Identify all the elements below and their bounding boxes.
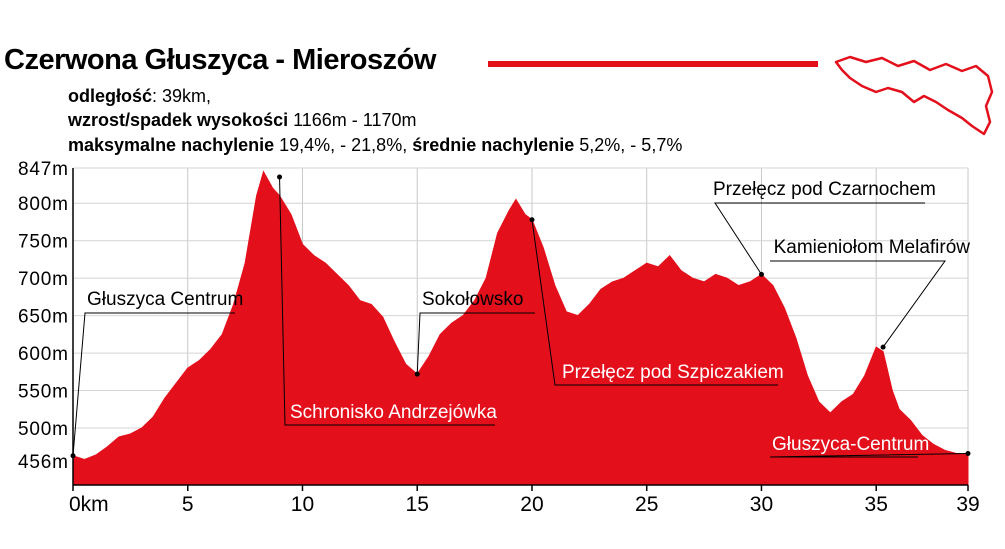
y-tick-label: 650m <box>18 307 68 328</box>
x-tick-label: 35 <box>865 493 888 516</box>
x-tick-label: 39 <box>956 493 979 516</box>
chart-title: Czerwona Głuszyca - Mieroszów <box>4 44 436 76</box>
distance-label: odległość <box>68 86 153 106</box>
annotation-point <box>880 344 886 350</box>
annotation-point <box>277 174 283 180</box>
annotation-label: Schronisko Andrzejówka <box>290 402 497 423</box>
annotation-leader <box>416 312 535 375</box>
annotation-label: Przełęcz pod Szpiczakiem <box>562 362 784 383</box>
y-tick-label: 847m <box>18 159 68 180</box>
x-tick-label: 0km <box>69 493 109 516</box>
annotation-label: Sokołowsko <box>422 289 523 310</box>
elevation-line: wzrost/spadek wysokości 1166m - 1170m <box>68 110 417 131</box>
distance-value: : 39km, <box>152 86 212 106</box>
annotation-point <box>414 371 420 377</box>
x-tick-label: 25 <box>635 493 658 516</box>
y-tick-label: 456m <box>18 452 68 473</box>
annotation-label: Głuszyca Centrum <box>87 289 243 310</box>
annotation-leader <box>531 219 778 386</box>
annotation-leader <box>72 312 235 456</box>
elevation-area <box>72 170 969 486</box>
x-tick-label: 15 <box>406 493 429 516</box>
y-tick-label: 800m <box>18 194 68 215</box>
x-tick-label: 10 <box>291 493 314 516</box>
elevation-value: 1166m - 1170m <box>288 110 417 130</box>
y-tick-label: 750m <box>18 232 68 253</box>
route-map-icon <box>834 55 994 136</box>
slope-avg-value: 5,2%, - 5,7% <box>574 135 683 155</box>
annotation-label: Głuszyca-Centrum <box>772 434 929 455</box>
x-tick-label: 5 <box>182 493 194 516</box>
slope-max-label: maksymalne nachylenie <box>68 135 275 155</box>
y-tick-label: 500m <box>18 419 68 440</box>
y-tick-label: 550m <box>18 382 68 403</box>
y-tick-label: 700m <box>18 269 68 290</box>
annotation-point <box>965 451 971 457</box>
elevation-label: wzrost/spadek wysokości <box>68 110 289 130</box>
annotation-leader <box>769 453 969 458</box>
title-accent-bar <box>488 61 818 67</box>
slope-avg-label: średnie nachylenie <box>412 135 575 155</box>
annotation-leader <box>279 176 495 426</box>
annotation-label: Przełęcz pod Czarnochem <box>713 179 936 200</box>
slope-max-value: 19,4%, - 21,8%, <box>274 135 413 155</box>
annotation-point <box>529 217 535 223</box>
distance-line: odległość: 39km, <box>68 86 211 107</box>
y-tick-label: 600m <box>18 344 68 365</box>
annotation-point <box>70 453 76 459</box>
annotation-point <box>758 271 764 277</box>
x-tick-label: 20 <box>520 493 543 516</box>
annotation-label: Kamieniołom Melafirów <box>774 237 971 258</box>
annotation-leader <box>770 260 946 348</box>
x-tick-label: 30 <box>750 493 773 516</box>
slope-line: maksymalne nachylenie 19,4%, - 21,8%, śr… <box>68 135 682 156</box>
annotation-leader <box>714 202 925 275</box>
